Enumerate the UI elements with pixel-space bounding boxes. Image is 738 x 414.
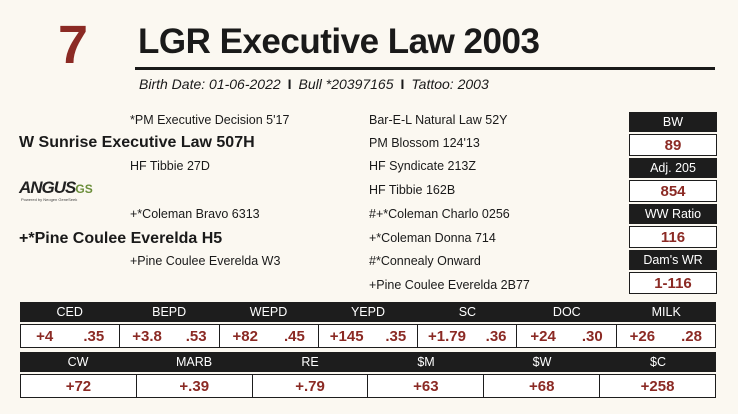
epd-cell: +258 [600,374,716,398]
stat-value: 854 [629,180,717,202]
stat-value: 1-116 [629,272,717,294]
epd-value-row: +4 .35 +3.8 .53 +82 .45 +145 .35 +1.79 .36 +2… [20,324,716,348]
stat-label: Dam's WR [629,250,717,270]
great-granddam-3: +*Coleman Donna 714 [369,231,496,245]
great-grandsire-3: #+*Coleman Charlo 0256 [369,207,510,221]
sire-dam: HF Tibbie 27D [130,159,210,173]
epd-value: +258 [640,377,675,395]
animal-name: LGR Executive Law 2003 [138,22,540,61]
epd-accuracy: .35 [385,327,407,345]
epd-header: WEPD [249,305,288,319]
epd-header: CW [67,355,89,369]
animal-details: Birth Date: 01-06-2022 I Bull *20397165 I Ta… [139,76,489,92]
epd-header: MILK [651,305,681,319]
epd-header: YEPD [350,305,385,319]
epd-table-1: CED BEPD WEPD YEPD SC DOC MILK +4 .35 +3.… [20,302,716,348]
stat-label: BW [629,112,717,132]
epd-accuracy: .36 [485,327,507,345]
epd-accuracy: .53 [185,327,207,345]
epd-value: +.79 [295,377,325,395]
epd-value: +4 [36,327,54,345]
epd-cell: +.79 [252,374,369,398]
epd-accuracy: .35 [83,327,105,345]
epd-value: +3.8 [132,327,162,345]
epd-value: +145 [329,327,364,345]
dam-dam: +Pine Coulee Everelda W3 [130,254,281,268]
epd-header: RE [301,355,319,369]
epd-cell: +3.8 .53 [120,324,220,348]
epd-header: BEPD [152,305,187,319]
tattoo: Tattoo: 2003 [411,76,489,92]
epd-value: +.39 [179,377,210,395]
epd-cell: +145 .35 [318,324,419,348]
epd-cell: +82 .45 [219,324,319,348]
epd-value: +68 [529,377,555,395]
epd-cell: +72 [20,374,137,398]
separator: I [400,76,405,92]
logo-suffix: GS [75,182,93,196]
epd-header: DOC [552,305,581,319]
great-granddam-2: HF Tibbie 162B [369,183,456,197]
epd-cell: +63 [368,374,485,398]
birth-date: Birth Date: 01-06-2022 [139,76,281,92]
epd-cell: +1.79 .36 [418,324,518,348]
epd-value: +63 [413,377,439,395]
epd-value: +26 [629,327,656,345]
lot-number: 7 [58,15,88,75]
epd-header: $C [650,355,666,369]
epd-value: +1.79 [427,327,466,345]
stat-label: Adj. 205 [629,158,717,178]
epd-header: MARB [175,355,213,369]
epd-accuracy: .28 [681,327,702,345]
great-grandsire-1: Bar-E-L Natural Law 52Y [369,113,508,127]
epd-accuracy: .45 [283,327,305,345]
epd-header-row: CED BEPD WEPD YEPD SC DOC MILK [20,302,716,322]
epd-table-2: CW MARB RE $M $W $C +72 +.39 +.79 +63 +6… [20,352,716,398]
great-grandsire-2: HF Syndicate 213Z [369,159,476,173]
epd-cell: +24 .30 [517,324,617,348]
epd-value: +72 [65,377,92,395]
epd-header: CED [56,305,83,319]
epd-header: $M [417,355,435,369]
stat-label: WW Ratio [629,204,717,224]
epd-accuracy: .30 [581,327,603,345]
performance-stats: BW 89 Adj. 205 854 WW Ratio 116 Dam's WR… [629,112,717,296]
great-granddam-4: +Pine Coulee Everelda 2B77 [369,278,530,292]
epd-cell: +4 .35 [20,324,121,348]
logo-word: ANGUS [19,178,76,197]
epd-header: SC [458,305,477,319]
epd-cell: +.39 [136,374,253,398]
stat-value: 89 [629,134,717,156]
stat-value: 116 [629,226,717,248]
separator: I [287,76,292,92]
logo-tagline: Powered by Neogen GeneSeek [21,197,78,202]
logo-main: ANGUSGS [19,178,93,198]
epd-header-row: CW MARB RE $M $W $C [20,352,716,372]
registration-number: Bull *20397165 [298,76,394,92]
title-rule [135,67,715,70]
sire-sire: *PM Executive Decision 5'17 [130,113,290,127]
epd-cell: +26 .28 [616,324,716,348]
great-grandsire-4: #*Connealy Onward [369,254,481,268]
epd-value: +82 [232,327,258,345]
great-granddam-1: PM Blossom 124'13 [369,136,480,150]
dam-sire: +*Coleman Bravo 6313 [130,207,260,221]
epd-value: +24 [530,327,556,345]
sire: W Sunrise Executive Law 507H [19,134,255,151]
epd-cell: +68 [484,374,601,398]
epd-header: $W [532,355,552,369]
angus-gs-logo: ANGUSGS Powered by Neogen GeneSeek [19,178,103,202]
epd-value-row: +72 +.39 +.79 +63 +68 +258 [20,374,716,398]
dam: +*Pine Coulee Everelda H5 [19,230,223,247]
